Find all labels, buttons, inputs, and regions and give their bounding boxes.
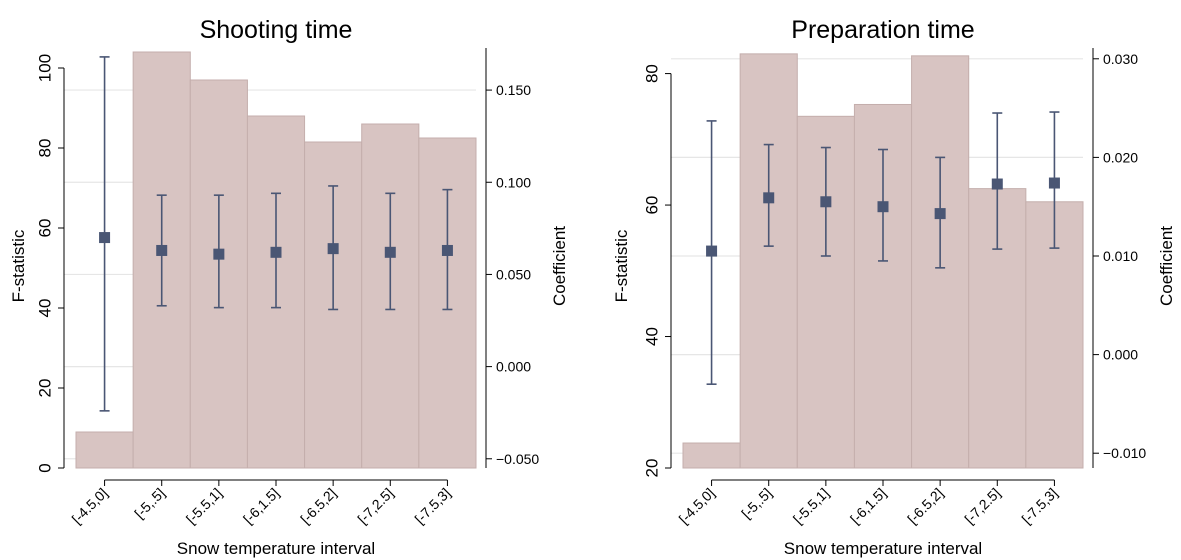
x-tick-label: [-6.5,2] [904, 485, 946, 527]
coefficient-marker [327, 243, 339, 255]
x-tick-label: [-5.5,1] [183, 485, 225, 527]
y2-tick-label: 0.010 [1103, 248, 1138, 264]
bar [682, 442, 741, 469]
coefficient-marker [1048, 177, 1060, 189]
y-tick-label: 80 [35, 139, 54, 158]
x-tick-label: [-4.5,0] [676, 485, 718, 527]
y-tick-label: 40 [642, 327, 661, 346]
chart-title: Shooting time [200, 16, 353, 44]
coefficient-marker [991, 178, 1003, 190]
x-tick-label: [-7,2.5] [961, 485, 1003, 527]
y-tick-label: 20 [35, 379, 54, 398]
coefficient-marker [99, 232, 111, 244]
coefficient-marker [934, 208, 946, 220]
x-tick-label: [-6,1.5] [240, 485, 282, 527]
y2-tick-label: 0.000 [1103, 347, 1138, 363]
coefficient-marker [763, 192, 775, 204]
x-tick-label: [-7.5,3] [411, 485, 453, 527]
coefficient-marker [441, 244, 453, 256]
y2-tick-label: 0.000 [496, 359, 531, 375]
y-tick-label: 20 [642, 459, 661, 478]
x-axis-title: Snow temperature interval [784, 539, 982, 558]
x-tick-label: [-4.5,0] [69, 485, 111, 527]
coefficient-marker [877, 201, 889, 213]
y-tick-label: 60 [35, 219, 54, 238]
coefficient-marker [706, 245, 718, 257]
coefficient-marker [270, 246, 282, 258]
y2-axis-title: Coefficient [1157, 226, 1176, 306]
x-tick-label: [-5,.5] [738, 485, 775, 522]
y-axis-title: F-statistic [612, 229, 631, 302]
y2-tick-label: −0.010 [1103, 445, 1146, 461]
y-tick-label: 100 [35, 54, 54, 82]
y-axis-title: F-statistic [9, 229, 28, 302]
y2-tick-label: 0.030 [1103, 51, 1138, 67]
y-tick-label: 60 [642, 196, 661, 215]
x-tick-label: [-6.5,2] [297, 485, 339, 527]
y-tick-label: 40 [35, 299, 54, 318]
bar [75, 431, 134, 469]
x-axis-title: Snow temperature interval [177, 539, 375, 558]
y2-tick-label: −0.050 [496, 451, 539, 467]
chart-preparation-time: Preparation time Snow temperature interv… [612, 16, 1176, 558]
y2-tick-label: 0.100 [496, 174, 531, 190]
chart-title: Preparation time [791, 16, 974, 44]
coefficient-marker [384, 246, 396, 258]
y-tick-label: 0 [35, 463, 54, 472]
y2-tick-label: 0.020 [1103, 149, 1138, 165]
bar [739, 53, 798, 469]
coefficient-marker [156, 244, 168, 256]
coefficient-marker [820, 196, 832, 208]
chart-shooting-time: Shooting time Snow temperature interval … [9, 16, 569, 558]
x-tick-label: [-6,1.5] [847, 485, 889, 527]
y2-tick-label: 0.150 [496, 82, 531, 98]
y2-axis-title: Coefficient [550, 226, 569, 306]
y2-tick-label: 0.050 [496, 266, 531, 282]
x-tick-label: [-5.5,1] [790, 485, 832, 527]
y-tick-label: 80 [642, 64, 661, 83]
x-tick-label: [-7.5,3] [1018, 485, 1060, 527]
x-tick-label: [-7,2.5] [354, 485, 396, 527]
coefficient-marker [213, 248, 225, 260]
x-tick-label: [-5,.5] [131, 485, 168, 522]
